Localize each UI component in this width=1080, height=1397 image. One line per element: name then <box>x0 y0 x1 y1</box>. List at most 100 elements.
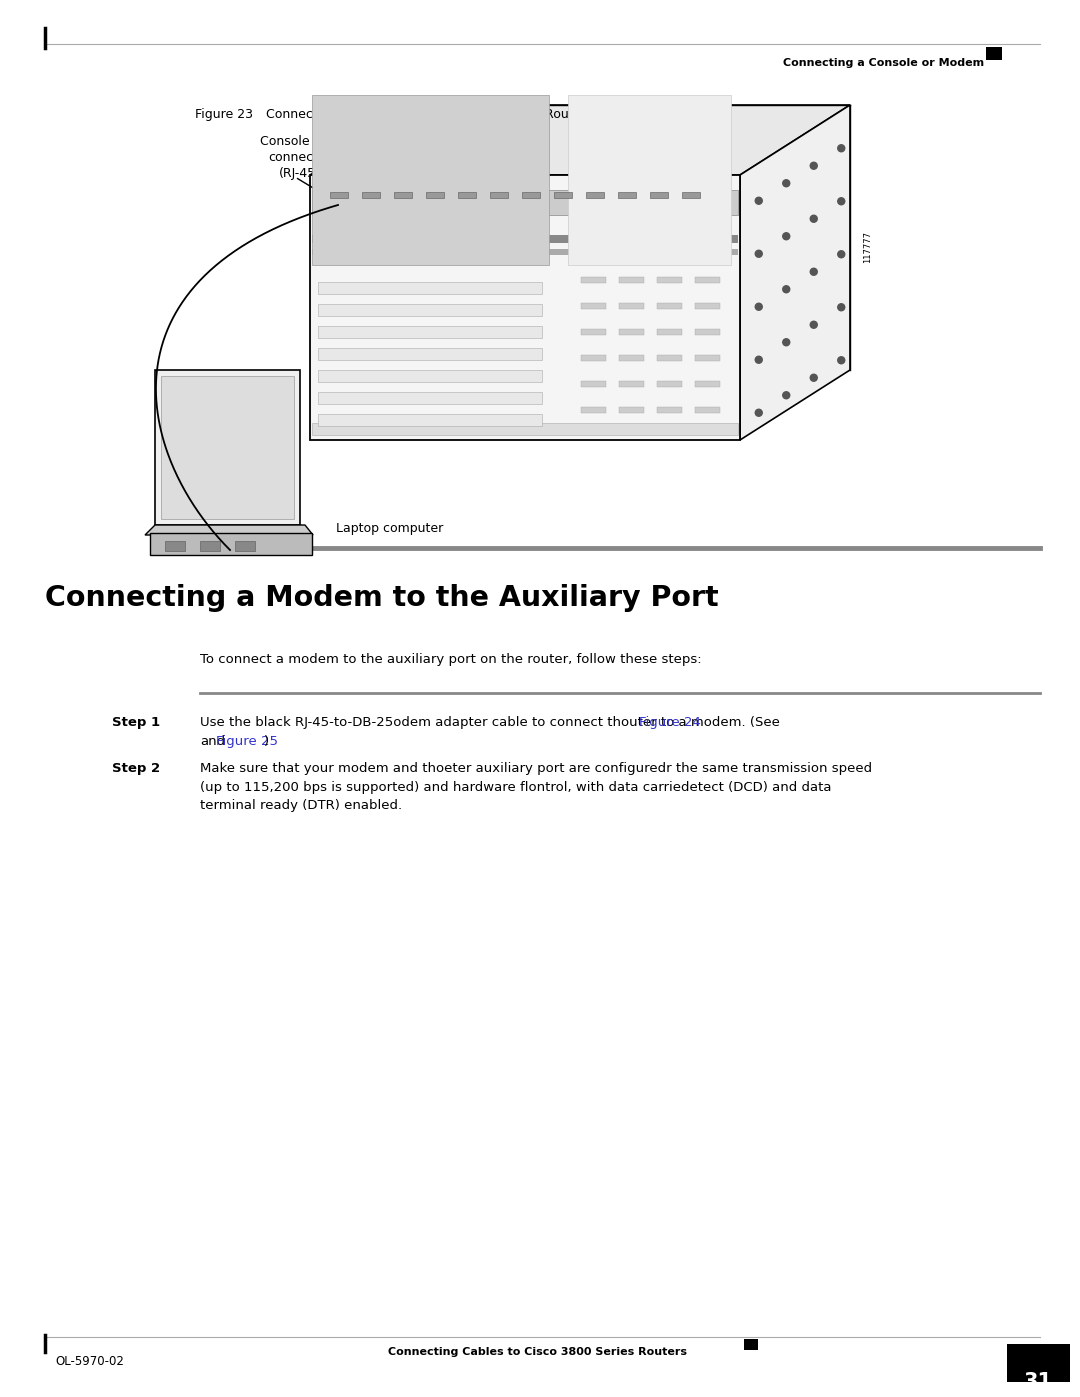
Polygon shape <box>310 105 850 175</box>
Bar <box>694 381 720 387</box>
Text: ): ) <box>265 735 269 747</box>
Bar <box>330 191 348 198</box>
Bar <box>581 355 606 360</box>
Bar <box>581 330 606 335</box>
Polygon shape <box>145 525 313 535</box>
Bar <box>650 191 669 198</box>
Bar <box>581 303 606 309</box>
Text: 117777: 117777 <box>864 231 873 263</box>
Bar <box>619 381 644 387</box>
Bar <box>312 423 738 434</box>
Bar <box>458 191 476 198</box>
Text: Use the black RJ-45-to-DB-25odem adapter cable to connect thouter to a modem. (S: Use the black RJ-45-to-DB-25odem adapter… <box>200 717 780 729</box>
Circle shape <box>838 145 845 152</box>
Text: Connecting a Console or Modem: Connecting a Console or Modem <box>783 59 984 68</box>
Text: Laptop computer: Laptop computer <box>336 522 444 535</box>
Bar <box>318 414 541 426</box>
Bar <box>522 191 540 198</box>
Text: and: and <box>200 735 225 747</box>
Bar <box>619 407 644 414</box>
Text: OL-5970-02: OL-5970-02 <box>55 1355 124 1368</box>
Text: Figure 24: Figure 24 <box>638 717 701 729</box>
Text: Connecting a Computer to    the Cisco 3845 Router Console Port: Connecting a Computer to the Cisco 3845 … <box>249 108 669 122</box>
Bar <box>318 370 541 381</box>
Circle shape <box>755 356 762 363</box>
Bar <box>657 407 681 414</box>
Bar <box>165 541 185 550</box>
Bar <box>986 47 1002 60</box>
Bar <box>318 348 541 360</box>
Text: Console port
connector
(RJ-45): Console port connector (RJ-45) <box>260 136 339 180</box>
Circle shape <box>838 198 845 205</box>
Circle shape <box>783 338 789 345</box>
Text: Figure 25: Figure 25 <box>216 735 278 747</box>
Bar <box>619 303 644 309</box>
Circle shape <box>783 180 789 187</box>
Bar <box>657 381 681 387</box>
Bar <box>619 277 644 284</box>
Text: Figure 23: Figure 23 <box>195 108 253 122</box>
Bar <box>657 303 681 309</box>
Bar <box>568 95 731 265</box>
Bar <box>318 393 541 404</box>
Bar <box>657 355 681 360</box>
Bar <box>694 407 720 414</box>
Circle shape <box>755 409 762 416</box>
Bar <box>156 370 300 525</box>
Bar <box>490 191 508 198</box>
Bar <box>554 191 572 198</box>
Polygon shape <box>740 105 850 440</box>
Bar <box>312 249 738 256</box>
Bar <box>200 541 220 550</box>
Circle shape <box>783 286 789 293</box>
Bar <box>310 175 740 440</box>
Circle shape <box>810 374 818 381</box>
Circle shape <box>755 250 762 257</box>
Bar <box>161 376 294 520</box>
Text: Make sure that your modem and t​hoeter auxiliary port are configuredr the same t: Make sure that your modem and t​hoeter a… <box>200 761 873 812</box>
Text: Step 2: Step 2 <box>112 761 160 775</box>
Bar <box>235 541 255 550</box>
Circle shape <box>838 356 845 363</box>
Bar <box>318 305 541 316</box>
Bar <box>657 330 681 335</box>
Bar <box>150 534 312 555</box>
Bar <box>362 191 380 198</box>
Circle shape <box>755 303 762 310</box>
Bar <box>694 277 720 284</box>
Bar <box>312 235 738 243</box>
Bar <box>426 191 444 198</box>
Text: Step 1: Step 1 <box>112 717 160 729</box>
Circle shape <box>810 321 818 328</box>
Text: 31: 31 <box>1024 1372 1053 1391</box>
Bar <box>744 1338 758 1350</box>
Bar <box>581 277 606 284</box>
Bar <box>619 355 644 360</box>
Bar <box>618 191 636 198</box>
Bar <box>1007 1344 1070 1382</box>
Bar <box>586 191 604 198</box>
Circle shape <box>810 215 818 222</box>
Bar <box>694 355 720 360</box>
Bar <box>694 330 720 335</box>
Bar <box>312 95 549 265</box>
Circle shape <box>783 391 789 398</box>
Bar <box>312 190 738 215</box>
Circle shape <box>810 268 818 275</box>
Bar <box>581 407 606 414</box>
Text: To connect a modem to the auxiliary port on the router, follow these steps:: To connect a modem to the auxiliary port… <box>200 652 702 666</box>
Circle shape <box>838 250 845 258</box>
Circle shape <box>783 233 789 240</box>
Bar <box>394 191 411 198</box>
Bar <box>318 282 541 293</box>
Bar <box>619 330 644 335</box>
Bar <box>657 277 681 284</box>
Bar <box>581 381 606 387</box>
Bar <box>318 326 541 338</box>
Text: Connecting Cables to Cisco 3800 Series Routers: Connecting Cables to Cisco 3800 Series R… <box>388 1347 687 1356</box>
Text: Connecting a Modem to the Auxiliary Port: Connecting a Modem to the Auxiliary Port <box>45 584 718 612</box>
Bar <box>694 303 720 309</box>
Bar <box>681 191 700 198</box>
Circle shape <box>755 197 762 204</box>
Circle shape <box>838 303 845 310</box>
